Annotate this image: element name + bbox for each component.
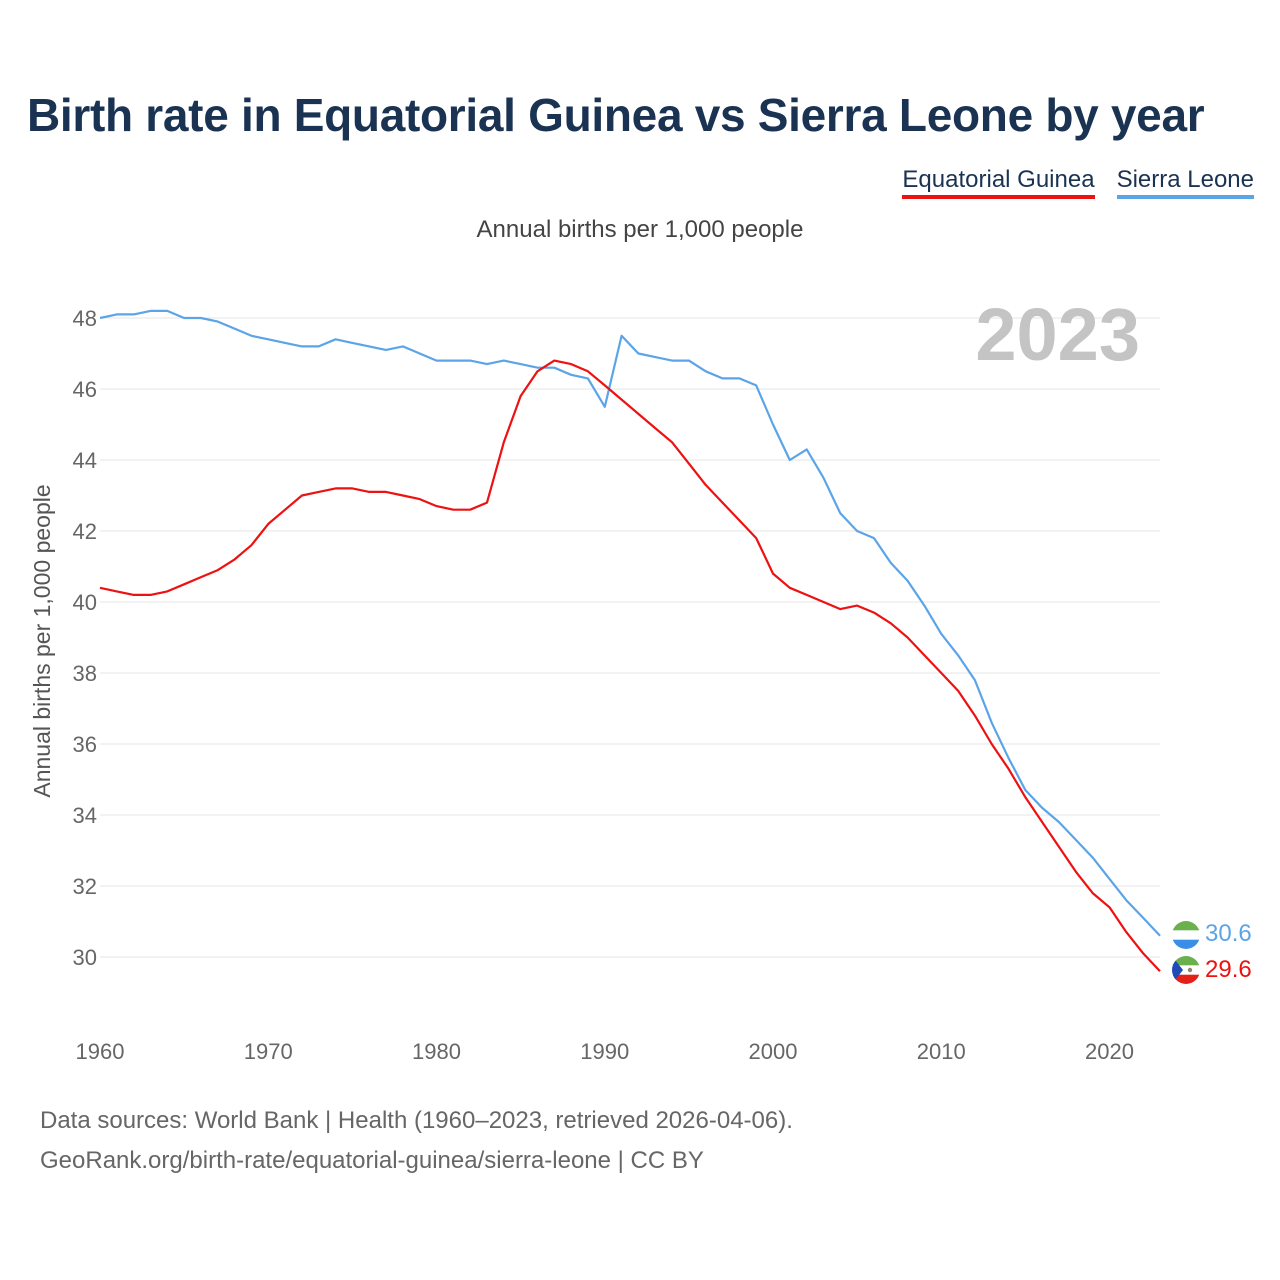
x-tick-label: 1970 <box>244 1039 293 1064</box>
series-line-equatorial-guinea[interactable] <box>99 359 1161 972</box>
year-watermark: 2023 <box>975 293 1140 376</box>
x-tick-label: 1960 <box>76 1039 125 1064</box>
end-markers: 30.6 29.6 <box>1172 920 1252 984</box>
y-tick-label: 44 <box>73 448 97 473</box>
y-tick-label: 36 <box>73 732 97 757</box>
sierra-leone-flag-icon <box>1172 921 1200 949</box>
y-tick-label: 48 <box>73 306 97 331</box>
x-axis-ticks: 1960 1970 1980 1990 2000 2010 2020 <box>76 1039 1134 1064</box>
series-lines <box>99 309 1161 972</box>
end-value-equatorial-guinea: 29.6 <box>1205 956 1252 983</box>
legend-item-equatorial-guinea[interactable]: Equatorial Guinea <box>902 166 1095 199</box>
x-tick-label: 2000 <box>749 1039 798 1064</box>
grid-lines <box>100 317 1160 958</box>
x-tick-label: 2010 <box>917 1039 966 1064</box>
y-tick-label: 46 <box>73 377 97 402</box>
series-line-sierra-leone[interactable] <box>99 309 1161 937</box>
equatorial-guinea-flag-icon <box>1172 956 1200 984</box>
x-tick-label: 1980 <box>412 1039 461 1064</box>
y-axis-ticks: 30 32 34 36 38 40 42 44 46 48 <box>73 306 97 970</box>
y-tick-label: 38 <box>73 661 97 686</box>
x-tick-label: 1990 <box>580 1039 629 1064</box>
y-tick-label: 34 <box>73 803 97 828</box>
chart-subtitle: Annual births per 1,000 people <box>476 216 804 243</box>
end-value-sierra-leone: 30.6 <box>1205 920 1252 947</box>
legend: Equatorial Guinea Sierra Leone <box>902 166 1254 199</box>
chart-title: Birth rate in Equatorial Guinea vs Sierr… <box>27 89 1205 141</box>
footer-link[interactable]: GeoRank.org/birth-rate/equatorial-guinea… <box>40 1147 704 1174</box>
y-tick-label: 40 <box>73 590 97 615</box>
y-tick-label: 42 <box>73 519 97 544</box>
x-tick-label: 2020 <box>1085 1039 1134 1064</box>
y-axis-label: Annual births per 1,000 people <box>29 484 55 797</box>
y-tick-label: 32 <box>73 874 97 899</box>
y-tick-label: 30 <box>73 945 97 970</box>
footer-sources: Data sources: World Bank | Health (1960–… <box>40 1107 793 1134</box>
legend-item-sierra-leone[interactable]: Sierra Leone <box>1116 166 1254 199</box>
